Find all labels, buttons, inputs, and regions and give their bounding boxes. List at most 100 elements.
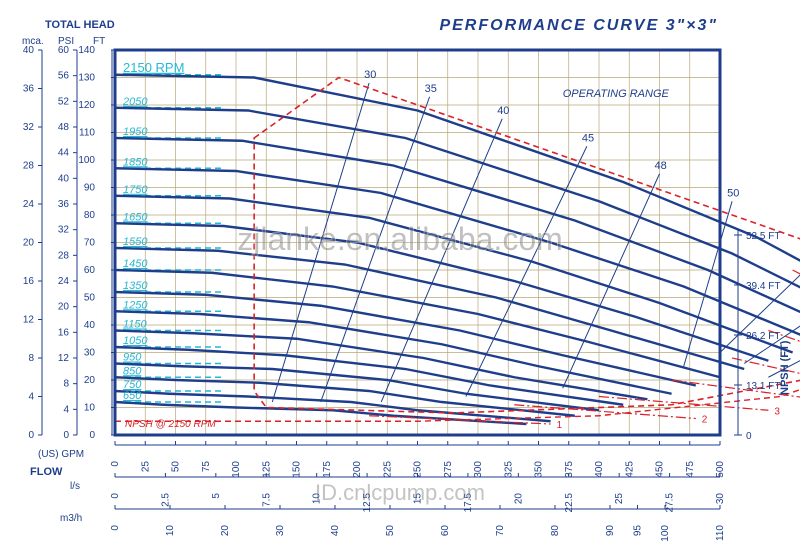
svg-text:60: 60 xyxy=(440,525,451,537)
svg-text:28: 28 xyxy=(58,250,70,261)
svg-text:0: 0 xyxy=(28,430,34,441)
y-axis-title: TOTAL HEAD xyxy=(45,19,115,31)
rpm-label: 950 xyxy=(123,352,142,364)
npsh-tick: 52.5 FT xyxy=(746,231,780,242)
svg-text:90: 90 xyxy=(605,525,616,537)
svg-text:325: 325 xyxy=(503,461,514,478)
svg-text:44: 44 xyxy=(58,148,70,159)
svg-text:70: 70 xyxy=(495,525,506,537)
svg-text:475: 475 xyxy=(685,461,696,478)
svg-text:8: 8 xyxy=(63,379,69,390)
svg-text:27.5: 27.5 xyxy=(665,493,676,513)
svg-text:16: 16 xyxy=(58,327,70,338)
svg-text:80: 80 xyxy=(550,525,561,537)
svg-text:10: 10 xyxy=(84,403,96,414)
efficiency-label: 30 xyxy=(364,69,376,81)
svg-text:20: 20 xyxy=(84,375,96,386)
rpm-label: 1350 xyxy=(123,280,148,292)
svg-text:175: 175 xyxy=(322,461,333,478)
pump-performance-chart: 2150 RPM20501950185017501650155014501350… xyxy=(0,0,800,554)
svg-text:95: 95 xyxy=(633,525,644,537)
svg-text:350: 350 xyxy=(534,461,545,478)
chart-title: PERFORMANCE CURVE 3"×3" xyxy=(439,17,718,34)
svg-text:70: 70 xyxy=(84,238,96,249)
svg-text:30: 30 xyxy=(715,493,726,505)
rpm-label: 1850 xyxy=(123,156,148,168)
efficiency-label: 35 xyxy=(425,83,437,95)
svg-text:0: 0 xyxy=(110,525,121,531)
rpm-label: 1650 xyxy=(123,211,148,223)
svg-text:40: 40 xyxy=(23,45,35,56)
svg-text:75: 75 xyxy=(201,461,212,473)
x-axis-unit: m3/h xyxy=(60,513,82,524)
svg-text:0: 0 xyxy=(746,431,752,442)
svg-text:40: 40 xyxy=(58,173,70,184)
x-axis-title: FLOW xyxy=(30,466,63,478)
svg-text:150: 150 xyxy=(292,461,303,478)
watermark: zjlanke.en.alibaba.com xyxy=(237,221,563,257)
efficiency-label: 50 xyxy=(727,187,739,199)
svg-text:225: 225 xyxy=(382,461,393,478)
svg-text:60: 60 xyxy=(58,45,70,56)
svg-text:0: 0 xyxy=(110,493,121,499)
svg-text:425: 425 xyxy=(624,461,635,478)
svg-text:50: 50 xyxy=(385,525,396,537)
hp-label: 2 xyxy=(702,415,708,426)
svg-text:40: 40 xyxy=(330,525,341,537)
svg-text:50: 50 xyxy=(84,293,96,304)
npsh-tick: 39.4 FT xyxy=(746,281,780,292)
chart-svg: 2150 RPM20501950185017501650155014501350… xyxy=(0,0,800,554)
svg-text:100: 100 xyxy=(660,525,671,542)
svg-text:7.5: 7.5 xyxy=(261,493,272,507)
svg-text:25: 25 xyxy=(614,493,625,505)
rpm-label: 1950 xyxy=(123,126,148,138)
svg-text:20: 20 xyxy=(58,302,70,313)
rpm-label: 1150 xyxy=(123,319,148,331)
rpm-label: 1050 xyxy=(123,335,148,347)
svg-text:0: 0 xyxy=(110,461,121,467)
svg-text:36: 36 xyxy=(58,199,70,210)
hp-label: 3 xyxy=(774,406,780,417)
svg-text:20: 20 xyxy=(220,525,231,537)
svg-text:12: 12 xyxy=(58,353,70,364)
efficiency-label: 48 xyxy=(655,160,667,172)
operating-range-label: OPERATING RANGE xyxy=(563,88,670,100)
npsh-tick: 26.2 FT xyxy=(746,331,780,342)
svg-text:24: 24 xyxy=(58,276,70,287)
svg-text:200: 200 xyxy=(352,461,363,478)
svg-text:300: 300 xyxy=(473,461,484,478)
svg-text:80: 80 xyxy=(84,210,96,221)
svg-text:4: 4 xyxy=(63,404,69,415)
rpm-label: 2150 RPM xyxy=(123,60,184,75)
svg-text:50: 50 xyxy=(171,461,182,473)
rpm-label: 850 xyxy=(123,365,142,377)
svg-text:4: 4 xyxy=(28,392,34,403)
svg-text:48: 48 xyxy=(58,122,70,133)
svg-text:12: 12 xyxy=(23,315,35,326)
rpm-label: 1550 xyxy=(123,236,148,248)
svg-text:16: 16 xyxy=(23,276,35,287)
svg-text:140: 140 xyxy=(78,45,95,56)
svg-text:32: 32 xyxy=(58,225,70,236)
svg-text:10: 10 xyxy=(165,525,176,537)
svg-text:20: 20 xyxy=(513,493,524,505)
x-axis-unit: (US) GPM xyxy=(38,449,84,460)
efficiency-label: 45 xyxy=(582,132,594,144)
svg-text:40: 40 xyxy=(84,320,96,331)
svg-text:2.5: 2.5 xyxy=(160,493,171,507)
svg-text:56: 56 xyxy=(58,71,70,82)
npsh-tick: 13.1 FT xyxy=(746,381,780,392)
svg-text:5: 5 xyxy=(211,493,222,499)
svg-text:0: 0 xyxy=(89,430,95,441)
svg-text:30: 30 xyxy=(275,525,286,537)
svg-text:120: 120 xyxy=(78,100,95,111)
svg-text:30: 30 xyxy=(84,348,96,359)
rpm-label: 1250 xyxy=(123,299,148,311)
rpm-label: 1750 xyxy=(123,184,148,196)
svg-text:24: 24 xyxy=(23,199,35,210)
svg-text:110: 110 xyxy=(715,525,726,541)
svg-text:32: 32 xyxy=(23,122,35,133)
rpm-label: 1450 xyxy=(123,258,148,270)
efficiency-label: 40 xyxy=(497,105,509,117)
svg-text:90: 90 xyxy=(84,183,96,194)
